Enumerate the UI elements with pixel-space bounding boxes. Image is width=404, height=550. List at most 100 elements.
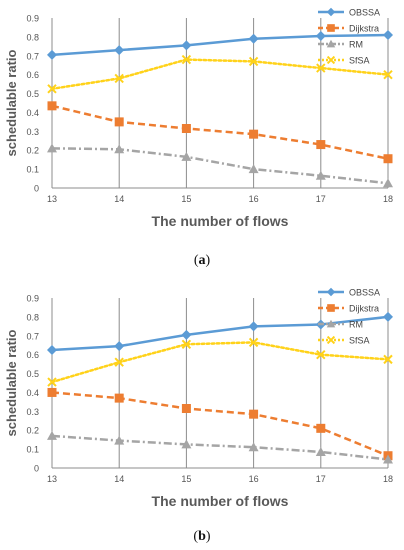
legend-label: Dijkstra [349, 24, 379, 34]
data-point [47, 344, 57, 355]
y-tick-label: 0.6 [26, 350, 39, 360]
legend-marker [327, 24, 335, 32]
panel-a-label: a [198, 253, 206, 268]
x-tick-label: 14 [114, 474, 124, 484]
line-chart-b: 0 0.1 0.2 0.3 0.4 0.5 0.6 0.7 0.8 0.9 13 14 15 16 17 18… [4, 288, 393, 510]
legend-item: RM [318, 320, 363, 330]
data-point [383, 311, 393, 322]
x-tick-label: 15 [181, 474, 191, 484]
data-point [383, 30, 393, 40]
x-tick-label: 18 [383, 194, 393, 204]
y-tick-label: 0.5 [26, 369, 39, 379]
data-point [114, 73, 124, 84]
marker-stroke [181, 54, 192, 65]
data-point [47, 49, 57, 60]
series-sfsa [47, 54, 393, 94]
y-tick-label: 0 [34, 464, 39, 474]
data-point [248, 337, 259, 348]
x-tick-label: 16 [249, 474, 259, 484]
y-tick-label: 0.4 [26, 108, 39, 118]
series-line [51, 315, 389, 352]
series-line [51, 391, 389, 457]
data-point [181, 151, 192, 161]
data-point [47, 84, 57, 94]
data-point [383, 354, 393, 365]
data-point [181, 124, 191, 133]
series-rm [47, 430, 393, 464]
series-obssa [47, 311, 393, 355]
marker-stroke [326, 55, 336, 65]
data-point [47, 377, 57, 387]
y-tick-label: 0.2 [26, 426, 39, 436]
data-point [316, 140, 326, 150]
x-tick-label: 13 [47, 474, 57, 484]
marker-stroke [181, 339, 192, 349]
series-dijkstra [47, 101, 393, 164]
y-tick-label: 0.9 [26, 14, 39, 24]
data-point [181, 439, 192, 449]
x-tick-label: 13 [47, 194, 57, 204]
series-obssa [47, 30, 393, 60]
legend-marker [326, 7, 336, 17]
y-tick-label: 0.5 [26, 89, 39, 99]
data-point [383, 69, 393, 80]
data-point [316, 349, 326, 360]
legend-marker [326, 319, 336, 328]
x-axis-title: The number of flows [152, 213, 289, 229]
chart-panel-b: 0 0.1 0.2 0.3 0.4 0.5 0.6 0.7 0.8 0.9 13 14 15 16 17 18… [0, 280, 404, 520]
marker-stroke [248, 337, 259, 348]
legend: OBSSA Dijkstra RM SfSA [318, 288, 380, 346]
marker-stroke [114, 73, 124, 84]
y-axis-title: schedulable ratio [4, 49, 19, 156]
series-line [51, 147, 389, 185]
panel-b-label: b [198, 529, 206, 544]
y-tick-label: 0.8 [26, 312, 39, 322]
legend-marker [327, 304, 335, 312]
data-point [248, 164, 259, 174]
legend-marker [326, 335, 336, 345]
legend-item: Dijkstra [318, 24, 379, 34]
data-point [114, 144, 125, 154]
series-line [51, 434, 389, 461]
y-tick-label: 0.1 [26, 445, 39, 455]
legend-item: SfSA [318, 336, 370, 346]
x-tick-label: 14 [114, 194, 124, 204]
legend-marker [326, 287, 336, 297]
y-tick-label: 0.9 [26, 294, 39, 304]
legend-marker [326, 39, 336, 48]
marker-stroke [114, 357, 124, 367]
y-tick-label: 0 [34, 184, 39, 194]
x-axis-title: The number of flows [152, 493, 289, 509]
data-point [181, 54, 192, 65]
data-point [181, 339, 192, 349]
marker-stroke [383, 69, 393, 80]
data-point [47, 143, 57, 153]
x-tick-label: 18 [383, 474, 393, 484]
data-point [315, 170, 326, 180]
marker-stroke [47, 84, 57, 94]
data-point [249, 129, 259, 139]
y-tick-label: 0.6 [26, 70, 39, 80]
series-dijkstra [47, 387, 393, 461]
panel-caption-a: (a) [193, 253, 211, 268]
data-point [47, 101, 57, 111]
marker-stroke [316, 349, 326, 360]
marker-stroke [316, 63, 326, 73]
data-point [114, 393, 124, 403]
data-point [181, 329, 192, 340]
legend-label: Dijkstra [349, 304, 379, 314]
data-point [249, 409, 259, 419]
x-tick-label: 15 [181, 194, 191, 204]
data-point [383, 178, 393, 188]
legend-label: OBSSA [349, 288, 380, 298]
data-point [248, 321, 259, 332]
chart-panel-a: 0 0.1 0.2 0.3 0.4 0.5 0.6 0.7 0.8 0.9 13 14 15 16 17 18… [0, 0, 404, 240]
series-rm [47, 143, 393, 188]
legend-label: RM [349, 320, 363, 330]
x-tick-label: 17 [316, 194, 326, 204]
line-chart-a: 0 0.1 0.2 0.3 0.4 0.5 0.6 0.7 0.8 0.9 13 14 15 16 17 18… [4, 7, 393, 230]
y-axis-title: schedulable ratio [4, 329, 19, 436]
y-tick-label: 0.7 [26, 331, 39, 341]
legend-label: RM [349, 40, 363, 50]
data-point [316, 423, 326, 433]
